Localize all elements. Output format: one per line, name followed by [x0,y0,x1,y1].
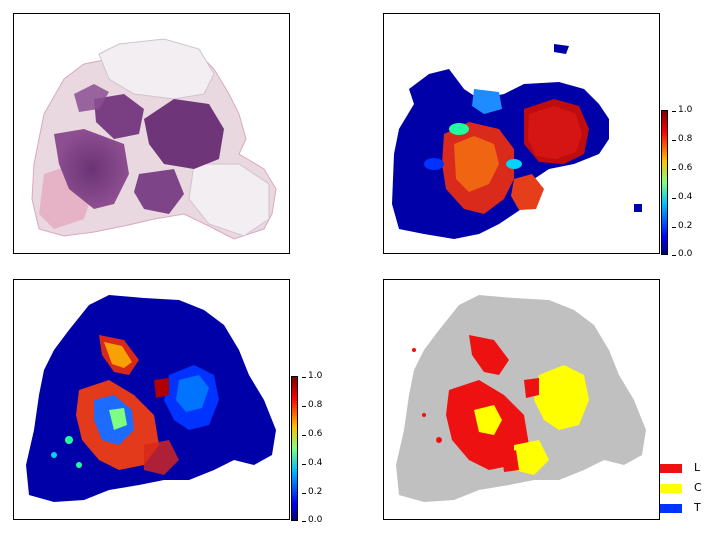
colorbar-2-tick: 0.6 [301,429,323,439]
colorbar-1-tick: 1.0 [671,105,693,115]
legend-label-l: L [694,461,701,474]
colorbar-1-tick: 0.8 [671,134,693,144]
colorbar-1-tick: 0.2 [671,221,693,231]
legend-swatch-l [660,464,682,473]
legend-swatch-c [660,484,682,493]
colorbar-2-tick: 0.8 [301,400,323,410]
he-slide-panel [13,13,290,254]
he-slide-image [31,38,277,240]
legend-label-c: C [694,481,702,494]
colorbar-1 [661,110,668,255]
colorbar-2-tick: 1.0 [301,371,323,381]
heatmap-2-image [26,295,276,502]
colorbar-1-tick: 0.4 [671,192,693,202]
heatmap-1-image [392,44,642,239]
heatmap-2-panel [13,279,290,520]
colorbar-1-tick: 0.6 [671,163,693,173]
legend-swatch-t [660,504,682,513]
colorbar-2-tick: 0.0 [301,515,323,525]
heatmap-1-panel [383,13,660,254]
class-map-image [396,295,646,502]
colorbar-2 [291,376,298,521]
class-map-panel [383,279,660,520]
colorbar-1-tick: 0.0 [671,249,693,259]
legend-label-t: T [694,501,701,514]
colorbar-2-tick: 0.4 [301,458,323,468]
colorbar-2-tick: 0.2 [301,487,323,497]
